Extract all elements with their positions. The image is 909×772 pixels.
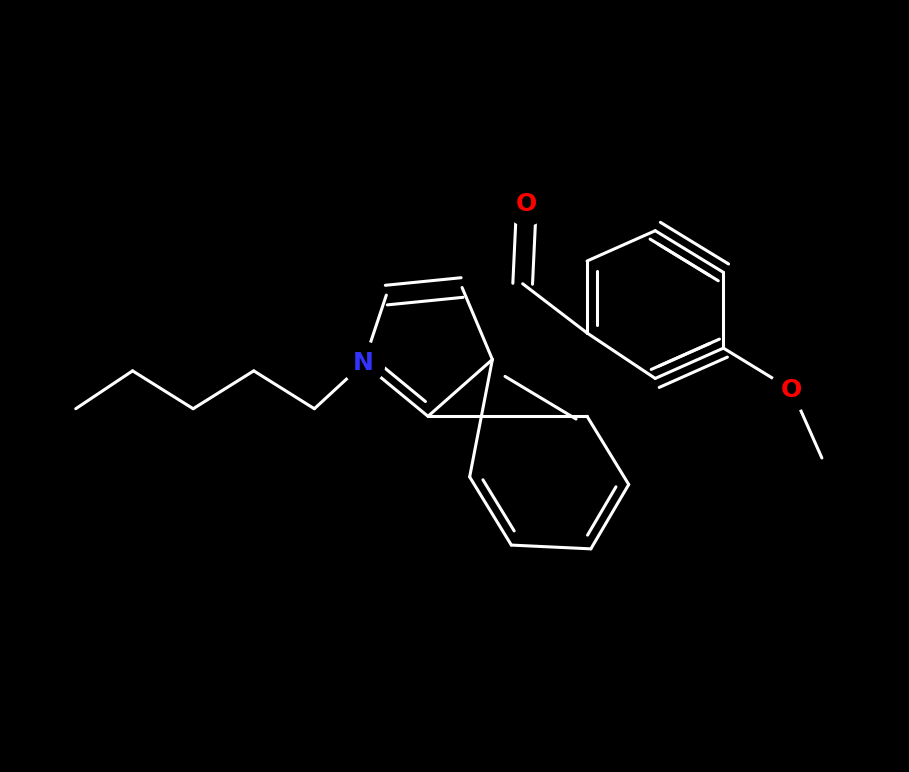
Circle shape — [343, 342, 385, 384]
Text: N: N — [354, 351, 374, 375]
Text: O: O — [781, 378, 803, 401]
Circle shape — [505, 183, 548, 225]
Circle shape — [770, 368, 813, 411]
Text: O: O — [515, 192, 537, 216]
